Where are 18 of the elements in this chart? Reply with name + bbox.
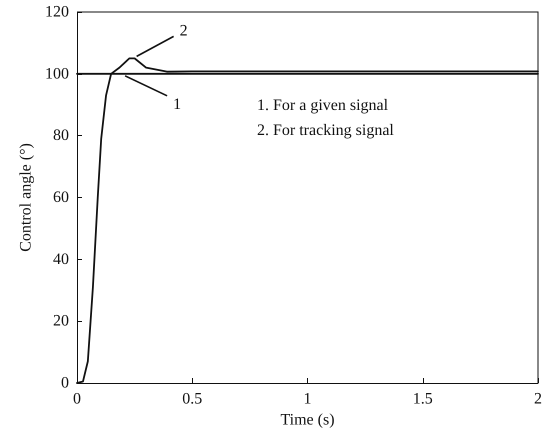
y-tick-label: 100 (45, 65, 69, 82)
y-tick-label: 60 (53, 189, 69, 206)
annotation: 2 (180, 22, 188, 40)
annotation: 2. For tracking signal (257, 122, 394, 139)
y-tick-label: 80 (53, 127, 69, 144)
x-tick-label: 1.5 (412, 390, 433, 408)
annotation: 1. For a given signal (257, 97, 389, 114)
y-tick-label: 20 (53, 312, 69, 330)
x-tick-label: 1 (304, 390, 312, 408)
y-tick-label: 0 (61, 374, 69, 392)
y-axis-title: Control angle (°) (18, 143, 35, 252)
x-tick-label: 2 (534, 390, 542, 408)
x-tick-label: 0.5 (182, 390, 202, 408)
y-tick-label: 120 (45, 4, 69, 20)
x-axis-title: Time (s) (280, 411, 335, 428)
annotation: 1 (173, 96, 182, 113)
x-tick-label: 0 (73, 390, 81, 408)
y-tick-label: 40 (53, 250, 69, 268)
